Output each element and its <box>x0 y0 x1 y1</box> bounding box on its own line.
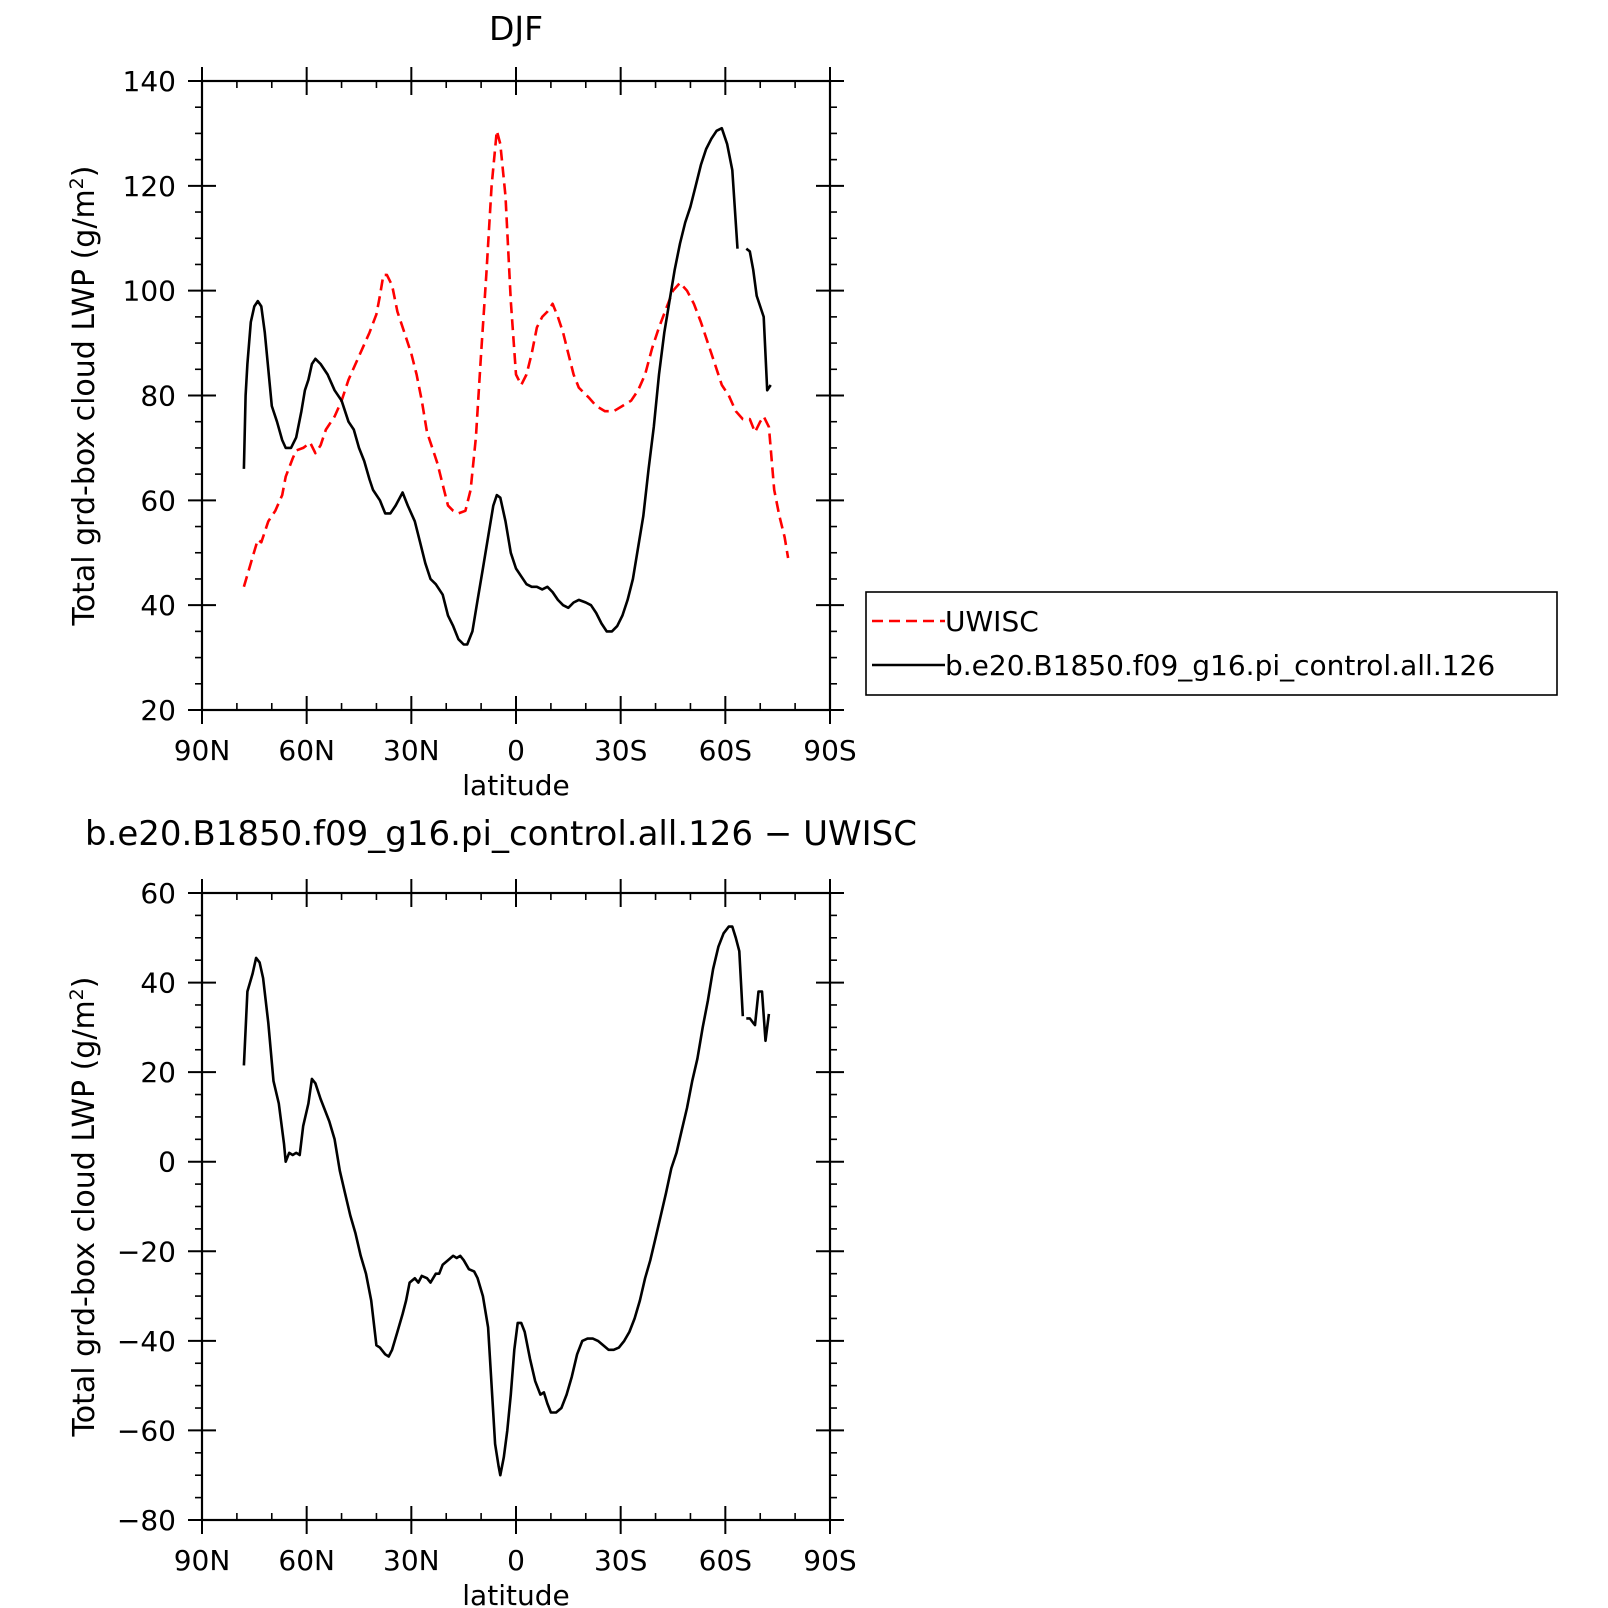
x-tick-label: 60N <box>278 734 335 767</box>
legend-entry-label: b.e20.B1850.f09_g16.pi_control.all.126 <box>945 649 1495 682</box>
y-tick-label: 20 <box>140 1056 176 1089</box>
bottom-series-0-line <box>242 925 745 1477</box>
y-tick-label: −20 <box>117 1235 176 1268</box>
top-chart-title: DJF <box>489 9 543 48</box>
y-tick-label: 140 <box>123 65 176 98</box>
bottom-y-axis-label: Total grd-box cloud LWP (g/m2) <box>66 977 102 1438</box>
legend-entry-label: UWISC <box>945 605 1039 638</box>
y-tick-label: −60 <box>117 1414 176 1447</box>
top-y-axis-label: Total grd-box cloud LWP (g/m2) <box>66 166 102 627</box>
y-axis-label-main: Total grd-box cloud LWP (g/m <box>67 1000 102 1437</box>
bottom-x-axis-label: latitude <box>462 1579 569 1608</box>
y-tick-label: 120 <box>123 170 176 203</box>
y-tick-label: 40 <box>140 589 176 622</box>
x-tick-label: 30N <box>383 1544 440 1577</box>
x-tick-label: 30N <box>383 734 440 767</box>
y-tick-label: 40 <box>140 967 176 1000</box>
y-axis-label-superscript: 2 <box>66 177 88 189</box>
y-tick-label: 20 <box>140 694 176 727</box>
x-tick-label: 90N <box>174 734 231 767</box>
top-chart: DJF 90N 60N 30N 0 30S 60S 90S 20 40 60 80 100 120 140 l… <box>66 9 1558 802</box>
x-tick-label: 60S <box>699 1544 752 1577</box>
y-tick-label: 100 <box>123 275 176 308</box>
x-tick-label: 60N <box>278 1544 335 1577</box>
bottom-chart: b.e20.B1850.f09_g16.pi_control.all.126 −… <box>66 814 917 1608</box>
x-tick-label: 0 <box>507 1544 525 1577</box>
x-tick-label: 30S <box>594 734 647 767</box>
x-tick-label: 60S <box>699 734 752 767</box>
x-tick-label: 0 <box>507 734 525 767</box>
legend-frame <box>865 591 1558 696</box>
y-axis-label-main: Total grd-box cloud LWP (g/m <box>67 189 102 626</box>
top-series-1-line <box>745 247 772 392</box>
x-tick-label: 90S <box>803 1544 856 1577</box>
x-tick-label: 90S <box>803 734 856 767</box>
y-tick-label: 60 <box>140 877 176 910</box>
x-tick-label: 30S <box>594 1544 647 1577</box>
y-axis-label-close: ) <box>67 977 102 989</box>
bottom-plot-frame <box>200 891 832 1522</box>
bottom-series-0-line <box>746 990 771 1043</box>
y-tick-label: 0 <box>158 1146 176 1179</box>
y-tick-label: −40 <box>117 1325 176 1358</box>
legend: UWISC b.e20.B1850.f09_g16.pi_control.all.… <box>865 591 1558 696</box>
y-tick-label: 80 <box>140 380 176 413</box>
top-x-axis-label: latitude <box>462 769 569 802</box>
bottom-chart-title: b.e20.B1850.f09_g16.pi_control.all.126 −… <box>85 814 917 854</box>
top-plot-frame <box>200 79 832 712</box>
y-tick-label: −80 <box>117 1504 176 1537</box>
y-tick-label: 60 <box>140 484 176 517</box>
top-series-0-line <box>242 129 790 588</box>
y-axis-label-close: ) <box>67 166 102 178</box>
x-tick-label: 90N <box>174 1544 231 1577</box>
y-axis-label-superscript: 2 <box>66 988 88 1000</box>
top-series-1-line <box>242 126 739 646</box>
